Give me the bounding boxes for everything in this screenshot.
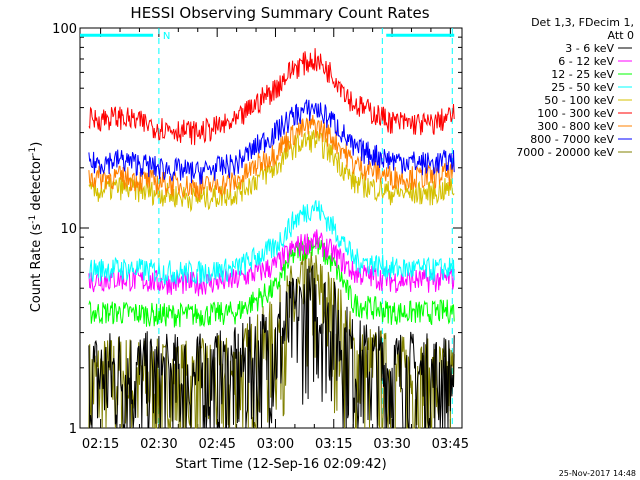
- series-line: [88, 99, 455, 185]
- y-axis-label-sup2: -1: [28, 147, 38, 156]
- y-tick-label: 1: [69, 422, 77, 437]
- series-line: [88, 129, 455, 213]
- y-axis-label-main: Count Rate (s: [29, 224, 44, 313]
- legend-entry-label: 100 - 300 keV: [537, 107, 614, 120]
- x-tick-label: 02:15: [82, 437, 119, 452]
- legend-title-2: Att 0: [608, 29, 634, 42]
- legend-entry-label: 50 - 100 keV: [544, 94, 614, 107]
- series-line: [88, 200, 455, 286]
- plot-area: 1 10 100 02:15 02:30 02:45 03:00 03:15 03:30 03:4…: [52, 22, 469, 452]
- y-axis-label-rest: detector: [29, 155, 44, 215]
- series-line: [88, 114, 455, 201]
- footer-timestamp: 25-Nov-2017 14:48: [559, 469, 636, 478]
- x-axis-label: Start Time (12-Sep-16 02:09:42): [175, 457, 386, 472]
- series-line: [88, 48, 455, 146]
- x-tick-label: 03:30: [373, 437, 410, 452]
- legend-entry-label: 25 - 50 keV: [551, 81, 614, 94]
- x-tick-label: 03:45: [432, 437, 469, 452]
- x-tick-label: 02:30: [140, 437, 177, 452]
- chart-title: HESSI Observing Summary Count Rates: [130, 4, 429, 22]
- y-axis-label-sup: -1: [28, 215, 38, 224]
- series-line: [88, 264, 455, 429]
- legend-entry-label: 300 - 800 keV: [537, 120, 614, 133]
- y-axis-label: Count Rate (s-1 detector-1): [28, 142, 44, 313]
- y-tick-label: 10: [60, 222, 77, 237]
- series-line: [88, 229, 455, 297]
- legend-entry-label: 12 - 25 keV: [551, 68, 614, 81]
- y-axis-label-end: ): [29, 142, 44, 147]
- legend-title-1: Det 1,3, FDecim 1,: [531, 16, 634, 29]
- legend-entry-label: 7000 - 20000 keV: [516, 146, 614, 159]
- legend-entry-label: 6 - 12 keV: [558, 55, 614, 68]
- x-tick-label: 03:15: [315, 437, 352, 452]
- flag-label: N: [163, 31, 170, 42]
- series-line: [88, 236, 455, 328]
- legend-entry-label: 800 - 7000 keV: [530, 133, 614, 146]
- x-tick-label: 02:45: [198, 437, 235, 452]
- legend-entry-label: 3 - 6 keV: [565, 42, 614, 55]
- y-tick-label: 100: [52, 22, 77, 37]
- x-tick-label: 03:00: [257, 437, 294, 452]
